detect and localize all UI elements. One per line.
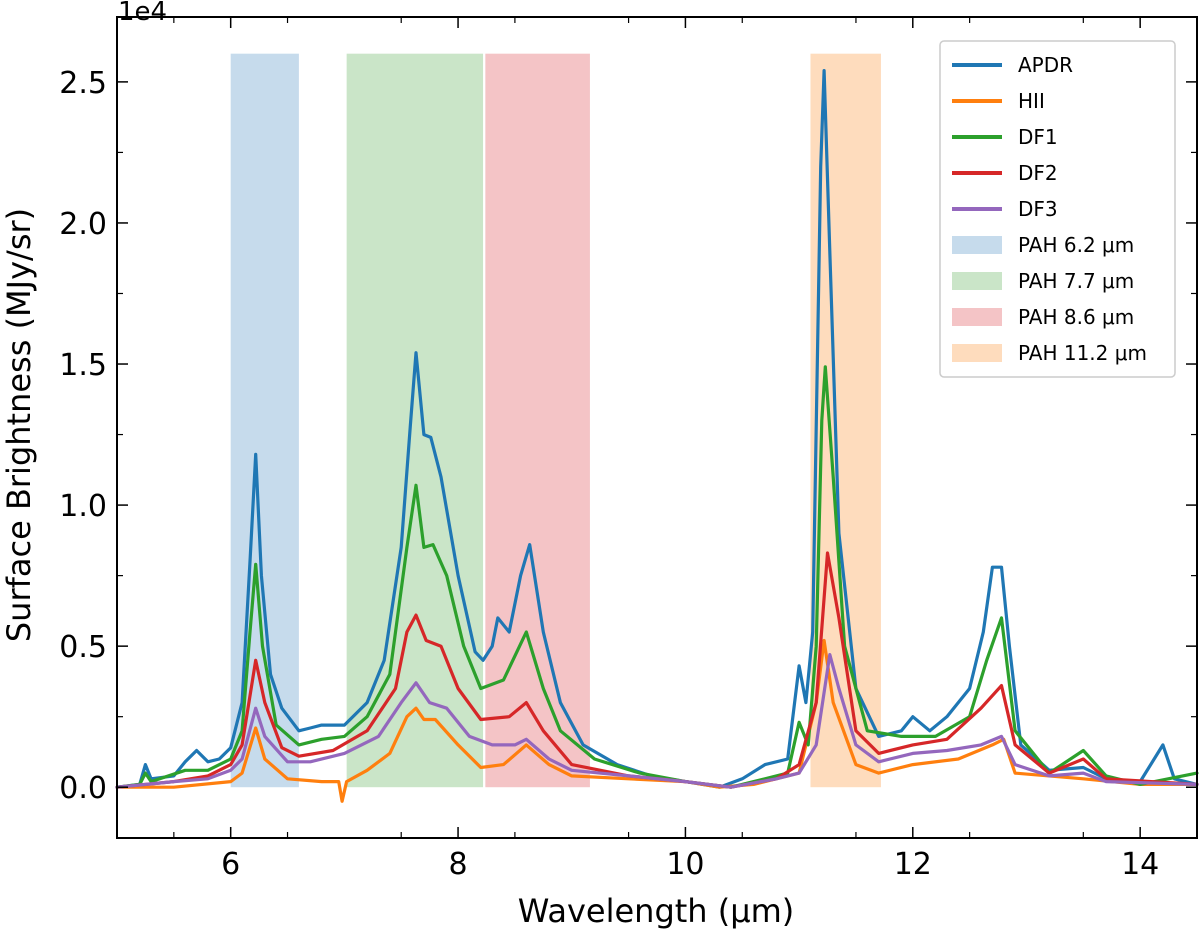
legend-swatch-band-6 — [952, 272, 1002, 290]
legend-swatch-band-5 — [952, 236, 1002, 254]
series-line-df2 — [115, 551, 1199, 789]
y-axis-multiplier: 1e4 — [118, 0, 167, 27]
legend-swatch-band-8 — [952, 344, 1002, 362]
y-tick-label: 1.0 — [59, 489, 107, 524]
x-tick-label: 8 — [449, 847, 468, 882]
x-tick-label: 10 — [666, 847, 704, 882]
legend-label: DF2 — [1018, 161, 1058, 185]
legend-label: APDR — [1018, 53, 1073, 77]
band-0 — [230, 53, 299, 788]
legend-label: PAH 6.2 μm — [1018, 233, 1134, 257]
y-axis-label: Surface Brightness (MJy/sr) — [0, 208, 38, 642]
y-tick-label: 2.5 — [59, 66, 107, 101]
legend-label: PAH 7.7 μm — [1018, 269, 1134, 293]
legend-label: PAH 8.6 μm — [1018, 305, 1134, 329]
legend-label: HII — [1018, 89, 1045, 113]
axis-ticks: 6 8 10 12 14 0.0 0.5 1.0 1.5 2.0 2.5 — [59, 17, 1197, 882]
x-tick-label: 6 — [221, 847, 240, 882]
series-line-apdr — [115, 69, 1199, 789]
x-axis-label: Wavelength (μm) — [518, 892, 795, 930]
legend: APDR HII DF1 DF2 DF3 PAH 6.2 μm PAH 7.7 μm PAH … — [939, 40, 1176, 378]
pah-bands — [230, 53, 881, 788]
legend-label: DF1 — [1018, 125, 1058, 149]
legend-swatch-band-7 — [952, 308, 1002, 326]
y-tick-label: 0.0 — [59, 771, 107, 806]
y-tick-label: 2.0 — [59, 207, 107, 242]
legend-label: DF3 — [1018, 197, 1058, 221]
spectrum-lines — [115, 69, 1199, 803]
plot-frame — [116, 16, 1198, 839]
legend-box — [939, 40, 1176, 378]
series-line-hii — [115, 638, 1199, 803]
series-line-df3 — [115, 653, 1199, 789]
band-2 — [485, 53, 590, 788]
legend-label: PAH 11.2 μm — [1018, 341, 1147, 365]
series-line-df1 — [115, 365, 1199, 789]
x-tick-label: 12 — [894, 847, 932, 882]
band-1 — [346, 53, 484, 788]
y-tick-label: 1.5 — [59, 348, 107, 383]
y-tick-label: 0.5 — [59, 630, 107, 665]
x-tick-label: 14 — [1121, 847, 1159, 882]
